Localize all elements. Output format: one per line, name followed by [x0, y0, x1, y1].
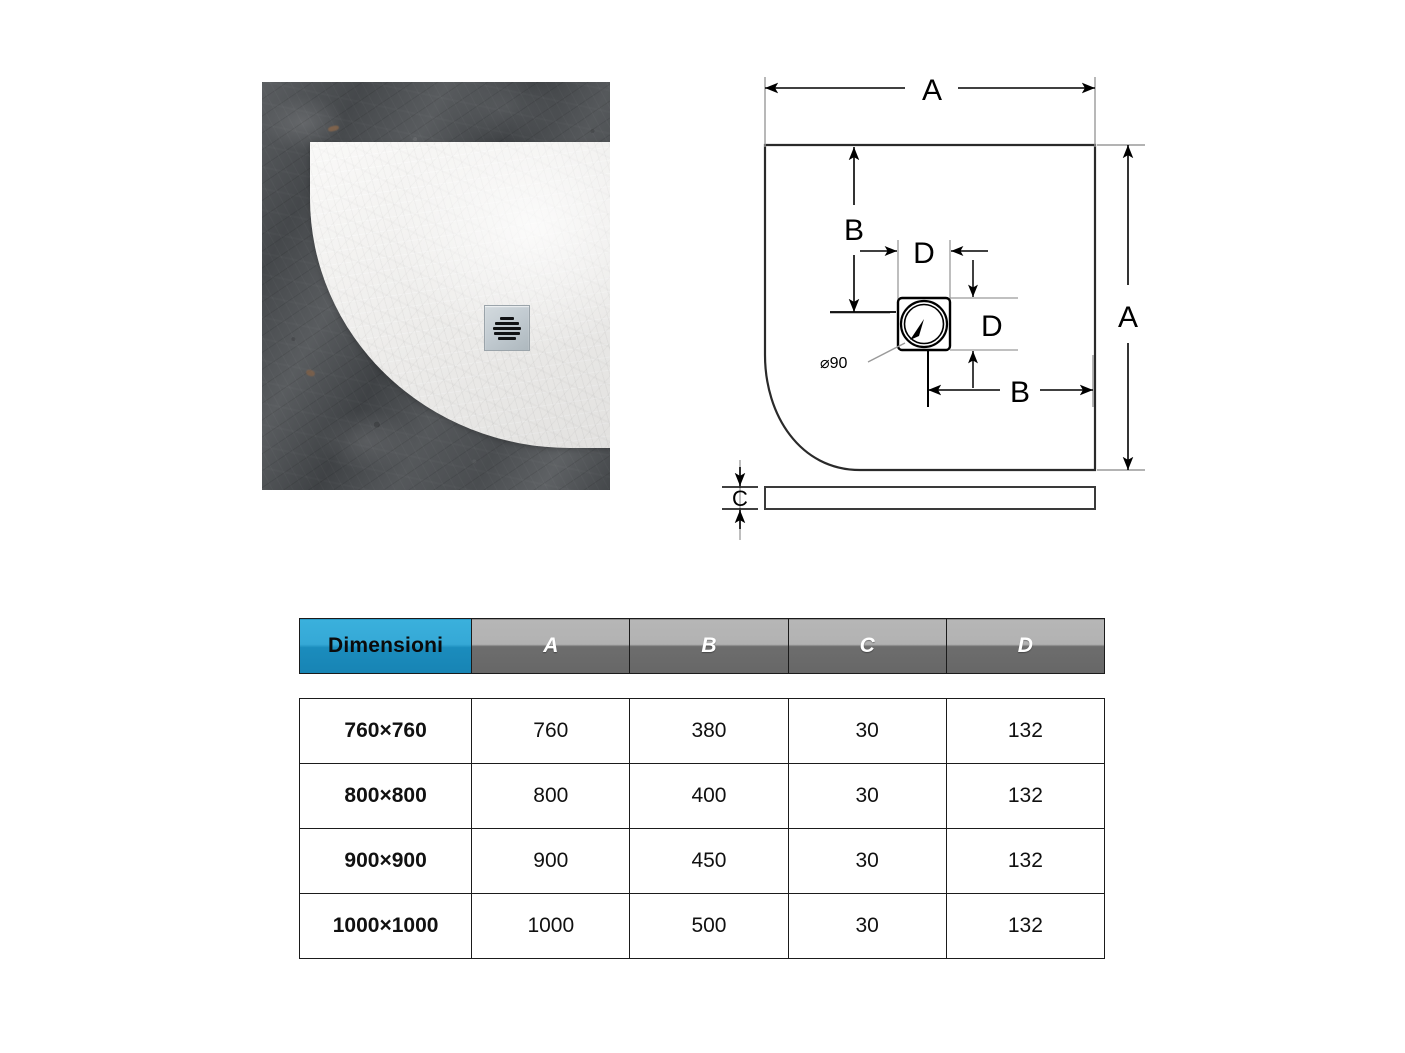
row-value-c: 30 [787, 763, 947, 829]
dimension-label-b-vertical: B [844, 214, 864, 247]
table-row: 800×800 800 400 30 132 [298, 763, 1106, 829]
drain-slot [493, 326, 521, 330]
row-value-b: 450 [629, 828, 789, 894]
row-value-a: 1000 [471, 893, 631, 959]
row-dimension-label: 760×760 [298, 698, 473, 764]
dimension-b-horizontal: B [927, 349, 1094, 409]
drain-slot [500, 316, 514, 320]
dimension-d-vertical: D [950, 260, 1018, 388]
row-value-a: 800 [471, 763, 631, 829]
table-header-b: B [629, 618, 789, 674]
table-row: 1000×1000 1000 500 30 132 [298, 893, 1106, 959]
table-header-a: A [471, 618, 631, 674]
table-header-row: Dimensioni A B C D [298, 618, 1106, 674]
technical-drawing: A A B D [700, 55, 1200, 555]
square-drain-cover-icon [484, 305, 530, 351]
drain-plan-symbol [896, 296, 952, 352]
table-gap-cell [299, 673, 1105, 699]
row-dimension-label: 900×900 [298, 828, 473, 894]
drain-diameter-callout: ⌀90 [820, 342, 906, 372]
row-value-b: 500 [629, 893, 789, 959]
dimension-d-horizontal: D [860, 237, 988, 303]
row-value-d: 132 [945, 763, 1106, 829]
dimension-label-b-horizontal: B [1010, 376, 1030, 409]
dimension-a-top: A [764, 74, 1096, 147]
row-value-c: 30 [787, 828, 947, 894]
dimension-label-diameter: ⌀90 [820, 355, 848, 372]
row-value-c: 30 [787, 698, 947, 764]
dimension-b-vertical: B [830, 146, 896, 314]
row-dimension-label: 800×800 [298, 763, 473, 829]
row-value-c: 30 [787, 893, 947, 959]
dimension-a-right: A [1097, 144, 1145, 471]
product-photo [262, 82, 610, 490]
table-header-c: C [787, 618, 947, 674]
table-row: 900×900 900 450 30 132 [298, 828, 1106, 894]
dimension-label-d-vertical: D [981, 310, 1003, 343]
dimension-label-a-top: A [922, 74, 942, 107]
drain-slot [498, 336, 516, 340]
table-header-d: D [945, 618, 1106, 674]
dimension-c-thickness: C [722, 460, 758, 540]
dimension-label-a-right: A [1118, 301, 1138, 334]
table-gap-row [299, 673, 1105, 699]
drain-slot [495, 321, 519, 325]
table-header-dimensioni: Dimensioni [298, 618, 473, 674]
row-value-a: 900 [471, 828, 631, 894]
row-value-b: 400 [629, 763, 789, 829]
specification-table: Dimensioni A B C D 760×760 760 380 30 13… [298, 618, 1106, 959]
dimension-label-d-horizontal: D [913, 237, 935, 270]
tray-shading [310, 142, 610, 448]
drain-slot [494, 331, 520, 335]
row-value-d: 132 [945, 698, 1106, 764]
shower-tray-surface [310, 142, 610, 448]
row-value-a: 760 [471, 698, 631, 764]
row-value-d: 132 [945, 893, 1106, 959]
tray-side-elevation [764, 486, 1096, 510]
row-value-d: 132 [945, 828, 1106, 894]
table-row: 760×760 760 380 30 132 [298, 698, 1106, 764]
row-value-b: 380 [629, 698, 789, 764]
row-dimension-label: 1000×1000 [298, 893, 473, 959]
dimension-label-c: C [732, 486, 748, 511]
